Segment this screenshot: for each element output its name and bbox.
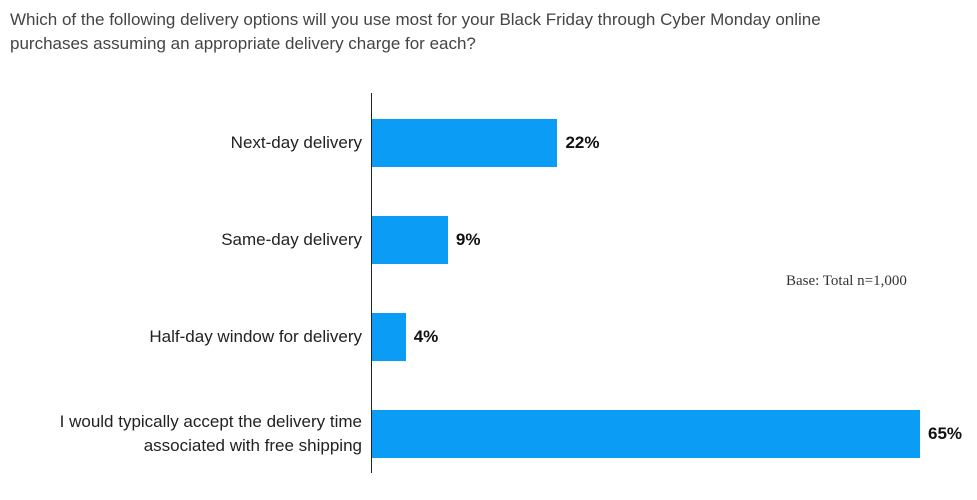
value-label: 22% <box>565 132 600 152</box>
value-label: 65% <box>928 423 963 443</box>
category-label: Same-day delivery <box>221 229 362 249</box>
category-label: Next-day delivery <box>230 132 362 152</box>
bar <box>372 409 920 458</box>
bar <box>372 215 448 264</box>
value-label: 9% <box>455 229 481 249</box>
chart-title: Which of the following delivery options … <box>10 10 821 53</box>
bar <box>372 118 558 167</box>
bar <box>372 312 406 361</box>
category-label: I would typically accept the delivery ti… <box>59 411 362 455</box>
value-label: 4% <box>413 326 439 346</box>
category-label: Half-day window for delivery <box>149 326 362 346</box>
axis-line <box>371 93 372 473</box>
annotation: Base: Total n=1,000 <box>786 273 907 289</box>
